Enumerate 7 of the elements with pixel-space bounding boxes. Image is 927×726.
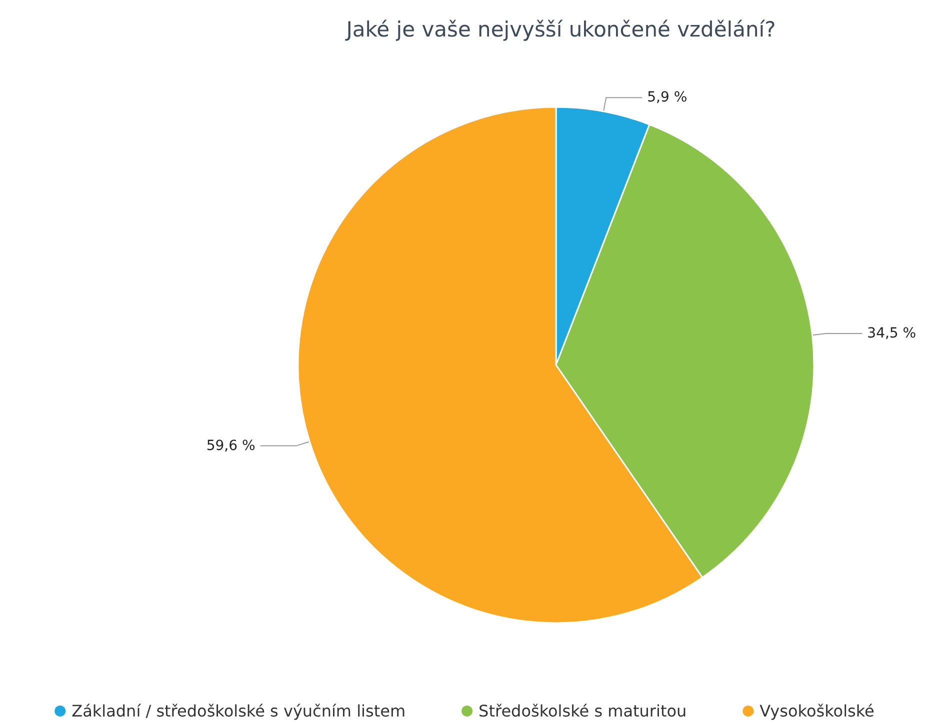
- data-label: 5,9 %: [647, 90, 688, 106]
- chart-title: Jaké je vaše nejvyšší ukončené vzdělání?: [344, 18, 776, 42]
- legend-label: Středoškolské s maturitou: [478, 702, 687, 720]
- data-label: 59,6 %: [206, 438, 256, 454]
- legend-label: Základní / středoškolské s výučním listem: [72, 702, 406, 720]
- legend-label: Vysokoškolské: [760, 702, 874, 720]
- data-label: 34,5 %: [867, 325, 916, 342]
